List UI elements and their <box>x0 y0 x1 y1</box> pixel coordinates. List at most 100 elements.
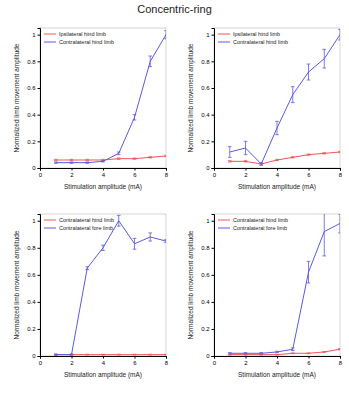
error-bar <box>133 115 137 120</box>
error-bar-cap <box>244 353 248 354</box>
error-bar-cap <box>54 159 58 160</box>
error-bar-cap <box>117 215 121 216</box>
error-bar-stem <box>340 214 341 233</box>
legend-swatch <box>44 228 56 229</box>
x-tick-label: 6 <box>133 360 137 366</box>
error-bar-cap <box>307 352 311 353</box>
error-bar-cap <box>117 354 121 355</box>
legend-swatch <box>218 220 230 221</box>
error-bar-cap <box>85 160 89 161</box>
error-bar <box>291 352 295 354</box>
y-tick: 0.4 <box>27 112 40 118</box>
legend-entry: Contralateral hind limb <box>233 217 288 223</box>
error-bar <box>259 354 263 356</box>
x-axis-line <box>41 169 167 171</box>
x-tick-label: 2 <box>70 360 74 366</box>
error-bar <box>54 162 58 163</box>
error-bar <box>70 159 74 160</box>
x-tick-label: 2 <box>70 172 74 178</box>
y-tick: 0.8 <box>201 59 214 65</box>
legend: Ipsilateral hind limbContralateral hind … <box>44 31 114 45</box>
y-tick: 0.8 <box>201 245 214 251</box>
x-tick-mark <box>277 356 278 359</box>
error-bar <box>307 64 311 80</box>
x-axis-title: Stimulation amplitude (mA) <box>238 183 316 191</box>
error-bar-stem <box>245 141 246 154</box>
y-axis-line <box>38 29 41 169</box>
y-tick-mark <box>38 221 41 222</box>
error-bar-stem <box>324 49 325 68</box>
error-bar <box>244 353 248 354</box>
error-bar <box>275 354 279 356</box>
y-tick: 1 <box>32 32 40 38</box>
error-bar-cap <box>322 68 326 69</box>
error-bar-cap <box>117 154 121 155</box>
y-axis: 00.20.40.60.81 <box>27 215 40 360</box>
x-tick-label: 8 <box>165 360 169 366</box>
plot-frame <box>40 214 166 356</box>
error-bar-stem <box>134 115 135 120</box>
error-bar-cap <box>228 146 232 147</box>
error-bar-cap <box>70 159 74 160</box>
y-tick-label: 0.2 <box>27 139 36 145</box>
error-bar-cap <box>338 29 340 30</box>
error-bar <box>228 147 232 158</box>
error-bar-cap <box>133 120 137 121</box>
y-tick-label: 0.6 <box>27 85 36 91</box>
error-bar <box>133 158 137 159</box>
error-bar-cap <box>244 354 248 355</box>
y-tick-mark <box>38 275 41 276</box>
x-tick: 6 <box>307 356 311 366</box>
error-bar <box>338 29 340 40</box>
x-axis-line <box>215 357 341 359</box>
y-tick: 1 <box>206 218 214 224</box>
x-tick-label: 8 <box>339 360 343 366</box>
error-bar-cap <box>307 353 311 354</box>
y-tick: 0 <box>206 165 214 171</box>
x-tick: 2 <box>70 168 74 178</box>
error-bar-cap <box>275 351 279 352</box>
error-bar <box>101 354 105 356</box>
error-bar <box>117 158 121 159</box>
title: Concentric-ring <box>137 3 212 15</box>
error-bar-cap <box>228 162 232 163</box>
x-tick: 4 <box>102 356 106 366</box>
x-tick-mark <box>135 356 136 359</box>
error-bar-cap <box>117 159 121 160</box>
error-bar-cap <box>291 102 295 103</box>
error-bar-cap <box>244 352 248 353</box>
error-bar <box>148 157 152 158</box>
x-axis: 02468 <box>39 356 169 366</box>
y-tick-mark <box>38 115 41 116</box>
plot-area <box>228 29 340 165</box>
legend-swatch <box>44 42 56 43</box>
error-bar <box>85 162 89 163</box>
error-bar <box>117 215 121 226</box>
y-axis-title: Normalized limb movement amplitude <box>13 230 21 339</box>
error-bar <box>133 354 137 356</box>
y-axis-title: Normalized limb movement amplitude <box>13 43 21 152</box>
error-bar <box>101 245 105 250</box>
panel: 0246800.20.40.60.81Stimulation amplitude… <box>13 28 169 191</box>
y-tick-mark <box>212 35 215 36</box>
y-tick-label: 0.4 <box>27 299 36 305</box>
x-tick-mark <box>103 168 104 171</box>
error-bar <box>291 348 295 351</box>
error-bar <box>338 151 340 152</box>
error-bar-cap <box>101 160 105 161</box>
panel: 0246800.20.40.60.81Stimulation amplitude… <box>13 214 169 379</box>
x-tick: 6 <box>307 168 311 178</box>
y-tick-mark <box>38 168 41 169</box>
error-bar <box>275 159 279 160</box>
series-line <box>56 156 166 160</box>
error-bar-cap <box>291 350 295 351</box>
error-bar-cap <box>307 80 311 81</box>
error-bar-cap <box>85 355 89 356</box>
error-bar-cap <box>228 157 232 158</box>
error-bar-cap <box>275 159 279 160</box>
series-line <box>56 221 166 355</box>
y-tick-mark <box>38 356 41 357</box>
x-tick-mark <box>309 356 310 359</box>
error-bar <box>85 159 89 160</box>
y-tick-label: 0 <box>32 165 36 171</box>
